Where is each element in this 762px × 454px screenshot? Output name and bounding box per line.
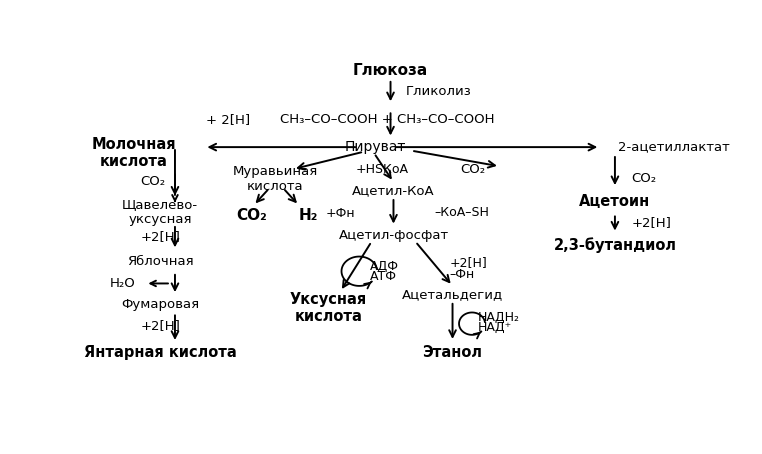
Text: CO₂: CO₂	[139, 174, 165, 188]
Text: Пируват: Пируват	[345, 140, 406, 154]
Text: +Фн: +Фн	[325, 207, 355, 220]
Text: Щавелево-
уксусная: Щавелево- уксусная	[122, 198, 198, 227]
Text: Ацетальдегид: Ацетальдегид	[402, 288, 503, 301]
Text: Фумаровая: Фумаровая	[121, 298, 200, 311]
Text: НАД⁺: НАД⁺	[478, 321, 512, 334]
Text: 2-ацетиллактат: 2-ацетиллактат	[618, 141, 730, 153]
Text: Ацетил-фосфат: Ацетил-фосфат	[338, 229, 449, 242]
Text: Глюкоза: Глюкоза	[353, 63, 428, 78]
Text: +2[H]: +2[H]	[450, 256, 488, 269]
Text: CO₂: CO₂	[632, 172, 657, 185]
Text: –Фн: –Фн	[450, 267, 475, 281]
Text: +2[H]: +2[H]	[140, 231, 180, 243]
Text: +2[H]: +2[H]	[140, 319, 180, 332]
Text: CO₂: CO₂	[461, 163, 485, 176]
Text: Гликолиз: Гликолиз	[405, 85, 471, 98]
Text: H₂O: H₂O	[110, 277, 136, 290]
Text: +2[H]: +2[H]	[632, 216, 671, 229]
Text: АТФ: АТФ	[370, 270, 397, 283]
Text: Молочная
кислота: Молочная кислота	[91, 137, 176, 169]
Text: H₂: H₂	[298, 208, 318, 223]
Text: Янтарная кислота: Янтарная кислота	[84, 345, 236, 360]
Text: CH₃–CO–COOH + CH₃–CO–COOH: CH₃–CO–COOH + CH₃–CO–COOH	[280, 113, 495, 126]
Text: Уксусная
кислота: Уксусная кислота	[290, 292, 367, 324]
Text: АДФ: АДФ	[370, 260, 399, 272]
Text: –КоА–SH: –КоА–SH	[435, 206, 490, 219]
Text: Яблочная: Яблочная	[127, 255, 194, 268]
Text: Ацетил-КоА: Ацетил-КоА	[352, 184, 435, 197]
Text: Ацетоин: Ацетоин	[579, 194, 651, 209]
Text: CO₂: CO₂	[236, 208, 267, 223]
Text: + 2[H]: + 2[H]	[206, 113, 250, 126]
Text: 2,3-бутандиол: 2,3-бутандиол	[553, 237, 677, 253]
Text: НАДН₂: НАДН₂	[478, 311, 520, 324]
Text: +HSКоА: +HSКоА	[355, 163, 408, 176]
Text: Этанол: Этанол	[423, 345, 482, 360]
Text: Муравьиная
кислота: Муравьиная кислота	[232, 165, 318, 192]
